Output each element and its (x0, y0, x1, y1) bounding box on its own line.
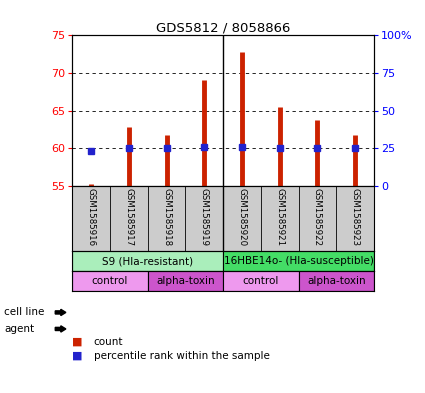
Text: cell line: cell line (4, 307, 45, 318)
Text: GSM1585922: GSM1585922 (313, 188, 322, 246)
Text: alpha-toxin: alpha-toxin (307, 276, 366, 286)
Text: ■: ■ (72, 337, 83, 347)
Text: agent: agent (4, 324, 34, 334)
Text: percentile rank within the sample: percentile rank within the sample (94, 351, 269, 361)
Bar (298, 271, 374, 291)
Bar (72, 271, 148, 291)
Text: GSM1585923: GSM1585923 (351, 188, 360, 246)
Text: GSM1585920: GSM1585920 (238, 188, 246, 246)
Bar (223, 252, 374, 271)
Text: alpha-toxin: alpha-toxin (156, 276, 215, 286)
Text: count: count (94, 337, 123, 347)
Bar (72, 252, 223, 271)
Text: GSM1585918: GSM1585918 (162, 188, 171, 246)
Title: GDS5812 / 8058866: GDS5812 / 8058866 (156, 21, 290, 34)
Text: ■: ■ (72, 351, 83, 361)
Text: control: control (92, 276, 128, 286)
Text: GSM1585921: GSM1585921 (275, 188, 284, 246)
Text: 16HBE14o- (Hla-susceptible): 16HBE14o- (Hla-susceptible) (224, 256, 374, 266)
Text: GSM1585916: GSM1585916 (87, 188, 96, 246)
Bar (223, 271, 298, 291)
Text: S9 (Hla-resistant): S9 (Hla-resistant) (102, 256, 193, 266)
Text: control: control (243, 276, 279, 286)
Text: GSM1585917: GSM1585917 (125, 188, 133, 246)
Bar (148, 271, 223, 291)
Text: GSM1585919: GSM1585919 (200, 188, 209, 246)
